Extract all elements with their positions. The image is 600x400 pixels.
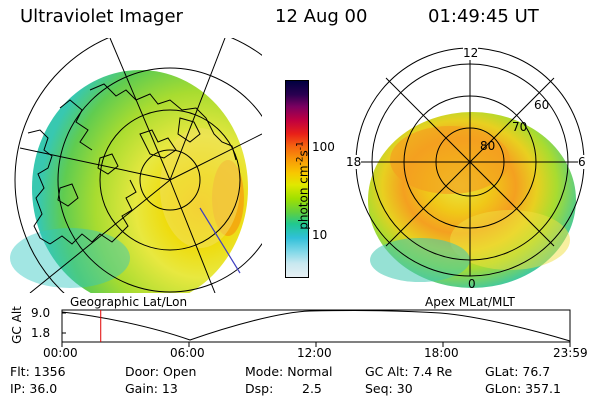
- color-bar: [285, 80, 309, 278]
- geographic-auroral-image: [10, 38, 262, 293]
- header-date: 12 Aug 00: [275, 6, 368, 27]
- colorbar-units-label: photon cm-2s-1: [295, 141, 311, 230]
- lat-grid: [14, 38, 262, 293]
- time-tick-1800: 18:00: [424, 346, 459, 360]
- mlt-label-18: 18: [346, 155, 362, 169]
- dsp-value: 2.5: [302, 381, 322, 396]
- coastlines: [27, 83, 237, 245]
- mode-value: Mode: Normal: [245, 364, 333, 379]
- altitude-plot: [61, 309, 571, 347]
- mlt-label-0: 0: [468, 277, 476, 291]
- altitude-curve: [61, 310, 571, 342]
- right-panel-caption: Apex MLat/MLT: [425, 295, 515, 309]
- instrument-title: Ultraviolet Imager: [20, 6, 183, 27]
- geographic-longitude: GLon: 357.1: [485, 381, 561, 396]
- time-tick-0000: 00:00: [43, 346, 78, 360]
- flight-number: Flt: 1356: [10, 364, 66, 379]
- ip-value: IP: 36.0: [10, 381, 58, 396]
- mlat-label-70: 70: [512, 120, 528, 134]
- altitude-axis-label: GC Alt: [10, 306, 24, 344]
- header-time: 01:49:45 UT: [428, 6, 539, 27]
- colorbar-tick-100: 100: [312, 140, 335, 154]
- left-panel-caption: Geographic Lat/Lon: [70, 295, 188, 309]
- geographic-latitude: GLat: 76.7: [485, 364, 551, 379]
- time-tick-0600: 06:00: [170, 346, 205, 360]
- colorbar-tick-10: 10: [312, 228, 328, 242]
- alt-tick-1-8: 1.8: [31, 326, 51, 340]
- door-status: Door: Open: [125, 364, 197, 379]
- altitude-plot-frame: [61, 309, 571, 343]
- mlat-label-60: 60: [534, 98, 550, 112]
- dsp-label: Dsp:: [245, 381, 274, 396]
- mlt-label-6: 6: [578, 155, 586, 169]
- mlt-label-12: 12: [463, 46, 479, 60]
- time-tick-2359: 23:59: [553, 346, 588, 360]
- time-tick-1200: 12:00: [297, 346, 332, 360]
- magnetic-polar-plot: [355, 47, 585, 288]
- mlat-label-80: 80: [480, 139, 496, 153]
- gc-altitude: GC Alt: 7.4 Re: [365, 364, 453, 379]
- gain-value: Gain: 13: [125, 381, 178, 396]
- alt-tick-9: 9.0: [31, 306, 51, 320]
- sequence-number: Seq: 30: [365, 381, 413, 396]
